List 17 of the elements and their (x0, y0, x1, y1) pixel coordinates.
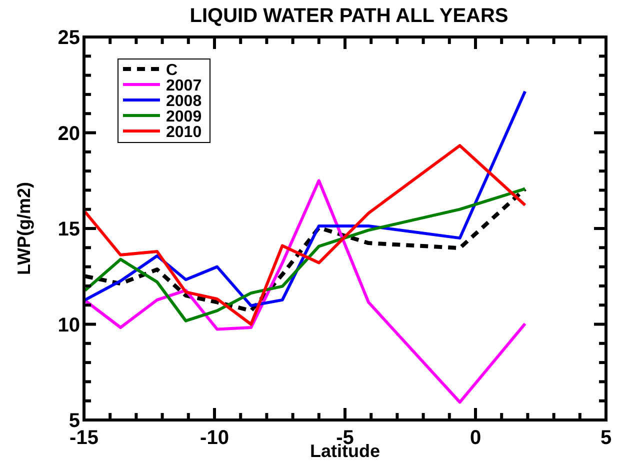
legend-label: 2008 (166, 93, 202, 110)
legend-label: 2007 (166, 78, 202, 94)
x-tick-label: 0 (470, 427, 482, 449)
legend-label: 2009 (166, 108, 202, 126)
x-tick-label: -10 (200, 427, 229, 449)
y-axis-title: LWP(g/m2) (14, 182, 34, 275)
legend-label: 2010 (166, 124, 202, 141)
y-tick-label: 25 (58, 27, 80, 49)
line-series (84, 144, 527, 326)
y-tick-label: 20 (58, 122, 80, 145)
y-tick-label: 10 (58, 314, 80, 336)
line-series (84, 90, 527, 308)
y-tick-label: 15 (58, 218, 80, 240)
line-series (84, 179, 527, 404)
legend-label: C (166, 62, 178, 79)
x-tick-label: 5 (600, 427, 612, 449)
chart-title: LIQUID WATER PATH ALL YEARS (190, 5, 508, 27)
